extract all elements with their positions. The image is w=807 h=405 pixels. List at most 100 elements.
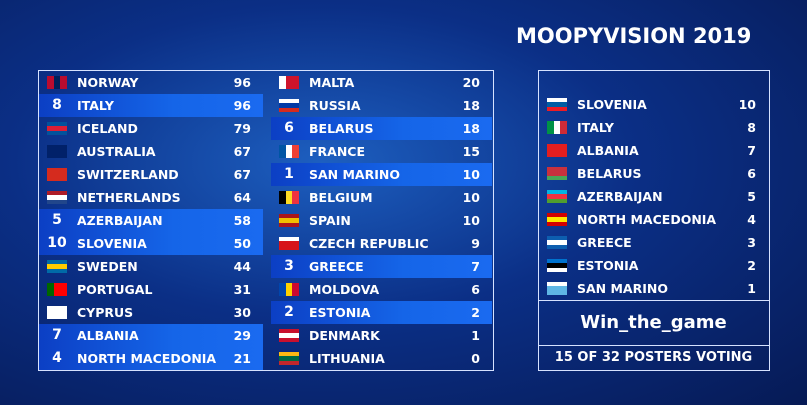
flag bbox=[279, 99, 299, 112]
voting-status: 15 OF 32 POSTERS VOTING bbox=[554, 350, 753, 365]
country-row: BELGIUM 10 bbox=[271, 186, 492, 209]
total-points: 9 bbox=[471, 236, 480, 251]
vote-row: NORTH MACEDONIA 4 bbox=[539, 208, 768, 231]
total-points: 67 bbox=[233, 144, 251, 159]
vote-row: ITALY 8 bbox=[539, 116, 768, 139]
country-name: AZERBAIJAN bbox=[77, 213, 163, 228]
country-name: NORWAY bbox=[77, 75, 139, 90]
country-name: ESTONIA bbox=[577, 258, 639, 273]
country-name: MALTA bbox=[309, 75, 355, 90]
country-name: AZERBAIJAN bbox=[577, 189, 663, 204]
total-points: 10 bbox=[462, 167, 480, 182]
given-points: 8 bbox=[52, 97, 62, 113]
flag bbox=[547, 121, 568, 134]
vote-points: 5 bbox=[747, 189, 756, 204]
country-name: LITHUANIA bbox=[309, 351, 385, 366]
vote-row: BELARUS 6 bbox=[539, 162, 768, 185]
country-name: CZECH REPUBLIC bbox=[309, 236, 429, 251]
flag bbox=[47, 191, 67, 204]
given-points: 7 bbox=[52, 327, 62, 343]
given-points: 10 bbox=[47, 235, 67, 251]
given-points: 1 bbox=[284, 166, 294, 182]
total-points: 96 bbox=[233, 98, 251, 113]
country-name: SAN MARINO bbox=[577, 281, 668, 296]
country-row: DENMARK 1 bbox=[271, 324, 492, 347]
country-name: ESTONIA bbox=[309, 305, 371, 320]
given-points: 3 bbox=[284, 258, 294, 274]
flag bbox=[279, 191, 300, 204]
vote-row: SLOVENIA 10 bbox=[539, 93, 768, 116]
country-name: PORTUGAL bbox=[77, 282, 153, 297]
total-points: 64 bbox=[233, 190, 251, 205]
country-name: NETHERLANDS bbox=[77, 190, 181, 205]
country-name: AUSTRALIA bbox=[77, 144, 156, 159]
divider bbox=[538, 300, 769, 301]
country-row: MALTA 20 bbox=[271, 71, 492, 94]
given-points: 5 bbox=[52, 212, 62, 228]
total-points: 10 bbox=[462, 213, 480, 228]
total-points: 10 bbox=[462, 190, 480, 205]
flag bbox=[547, 213, 567, 226]
country-row: 10 SLOVENIA 50 bbox=[39, 232, 263, 255]
flag bbox=[547, 190, 567, 203]
given-points: 4 bbox=[52, 350, 62, 366]
total-points: 58 bbox=[233, 213, 251, 228]
country-row: CZECH REPUBLIC 9 bbox=[271, 232, 492, 255]
vote-row: SAN MARINO 1 bbox=[539, 277, 768, 300]
country-name: MOLDOVA bbox=[309, 282, 380, 297]
flag bbox=[547, 236, 567, 249]
country-row: SPAIN 10 bbox=[271, 209, 492, 232]
flag bbox=[279, 329, 299, 342]
flag bbox=[279, 237, 299, 250]
vote-row: ALBANIA 7 bbox=[539, 139, 768, 162]
divider bbox=[538, 345, 769, 346]
vote-points: 4 bbox=[747, 212, 756, 227]
total-points: 31 bbox=[233, 282, 251, 297]
voting-box bbox=[538, 70, 770, 371]
total-points: 2 bbox=[471, 305, 480, 320]
voter-name: Win_the_game bbox=[580, 312, 727, 333]
country-name: SLOVENIA bbox=[577, 97, 647, 112]
country-row: 6 BELARUS 18 bbox=[271, 117, 492, 140]
vote-points: 2 bbox=[747, 258, 756, 273]
country-row: 8 ITALY 96 bbox=[39, 94, 263, 117]
country-row: AUSTRALIA 67 bbox=[39, 140, 263, 163]
flag bbox=[47, 168, 67, 181]
country-row: FRANCE 15 bbox=[271, 140, 492, 163]
country-row: ICELAND 79 bbox=[39, 117, 263, 140]
total-points: 18 bbox=[462, 98, 480, 113]
country-name: CYPRUS bbox=[77, 305, 134, 320]
flag bbox=[47, 283, 68, 296]
country-row: 1 SAN MARINO 10 bbox=[271, 163, 492, 186]
flag bbox=[279, 145, 300, 158]
country-name: SPAIN bbox=[309, 213, 351, 228]
country-row: 5 AZERBAIJAN 58 bbox=[39, 209, 263, 232]
scoreboard-box bbox=[38, 70, 494, 371]
country-row: PORTUGAL 31 bbox=[39, 278, 263, 301]
given-points: 6 bbox=[284, 120, 294, 136]
total-points: 1 bbox=[471, 328, 480, 343]
total-points: 0 bbox=[471, 351, 480, 366]
total-points: 15 bbox=[462, 144, 480, 159]
flag bbox=[547, 167, 567, 180]
country-row: CYPRUS 30 bbox=[39, 301, 263, 324]
vote-points: 1 bbox=[747, 281, 756, 296]
vote-points: 8 bbox=[747, 120, 756, 135]
total-points: 67 bbox=[233, 167, 251, 182]
country-name: NORTH MACEDONIA bbox=[77, 351, 217, 366]
total-points: 30 bbox=[233, 305, 251, 320]
flag bbox=[279, 352, 299, 365]
country-row: SWITZERLAND 67 bbox=[39, 163, 263, 186]
flag bbox=[47, 306, 67, 319]
flag bbox=[547, 98, 567, 111]
vote-points: 10 bbox=[738, 97, 756, 112]
flag bbox=[47, 145, 67, 158]
flag bbox=[547, 144, 567, 157]
country-row: NETHERLANDS 64 bbox=[39, 186, 263, 209]
vote-points: 3 bbox=[747, 235, 756, 250]
title: MOOPYVISION 2019 bbox=[516, 24, 752, 48]
country-row: 2 ESTONIA 2 bbox=[271, 301, 492, 324]
country-name: SLOVENIA bbox=[77, 236, 147, 251]
country-row: LITHUANIA 0 bbox=[271, 347, 492, 370]
